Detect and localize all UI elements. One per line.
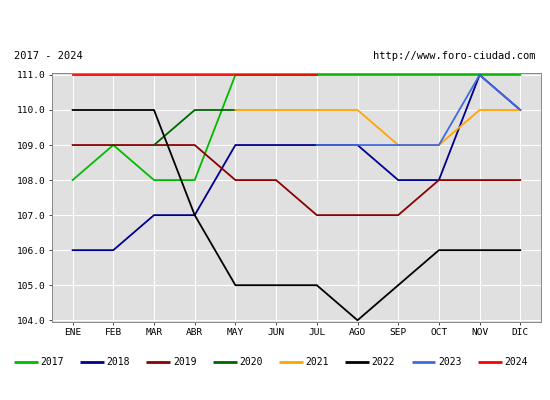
Text: 2021: 2021 <box>305 358 329 367</box>
Text: 2017 - 2024: 2017 - 2024 <box>14 51 83 61</box>
Text: 2020: 2020 <box>239 358 263 367</box>
Text: http://www.foro-ciudad.com: http://www.foro-ciudad.com <box>373 51 536 61</box>
Text: 2022: 2022 <box>372 358 395 367</box>
Text: 2019: 2019 <box>173 358 196 367</box>
Text: Evolucion num de emigrantes en Torla-Ordesa: Evolucion num de emigrantes en Torla-Ord… <box>95 14 455 28</box>
Text: 2018: 2018 <box>107 358 130 367</box>
Text: 2017: 2017 <box>40 358 64 367</box>
Text: 2023: 2023 <box>438 358 461 367</box>
Text: 2024: 2024 <box>504 358 528 367</box>
